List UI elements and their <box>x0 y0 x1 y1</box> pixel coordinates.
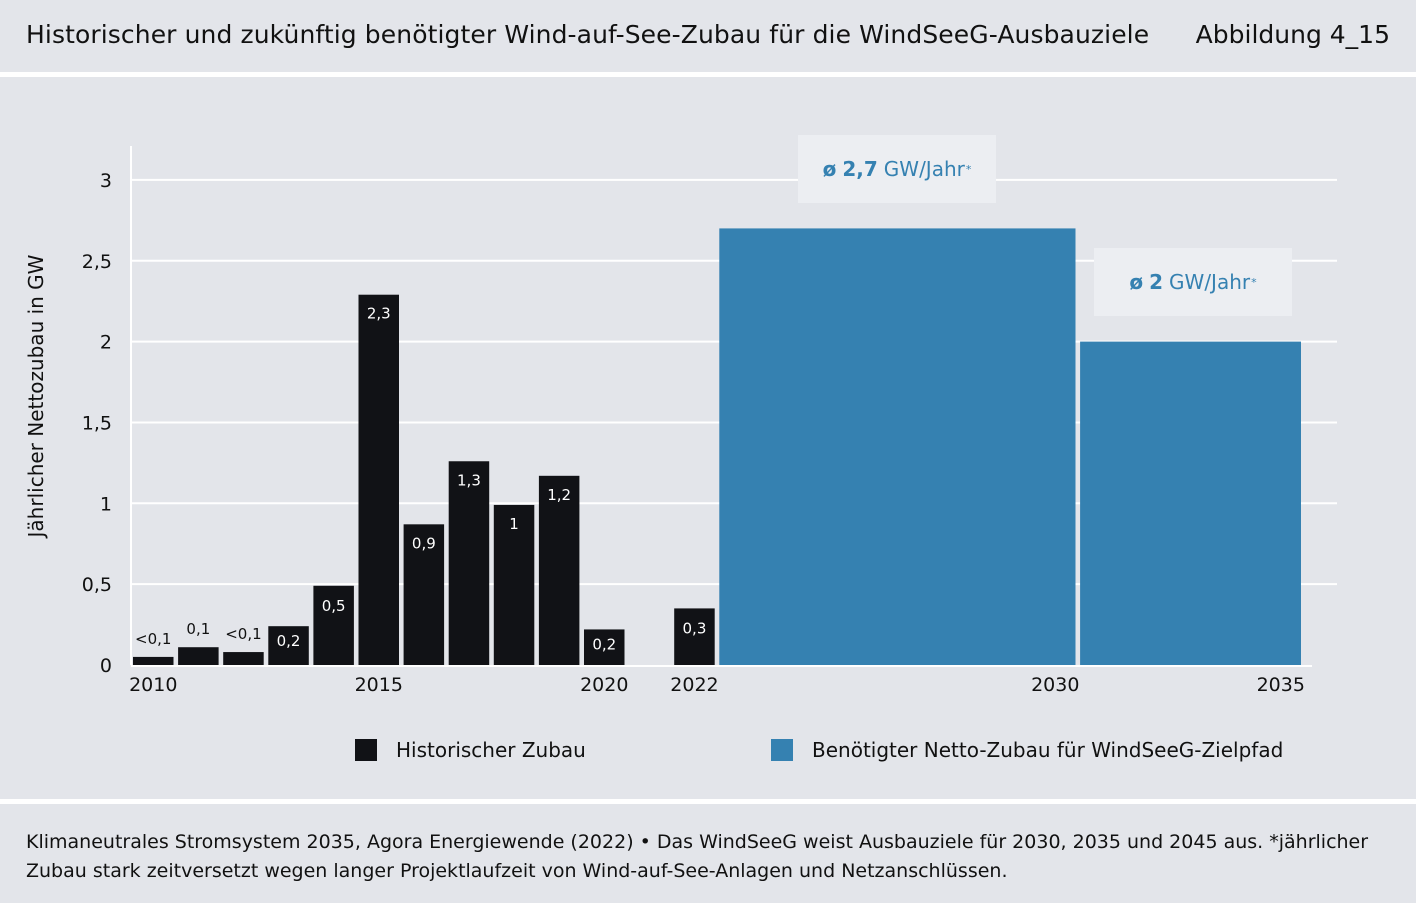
data-label-2020: 0,2 <box>592 635 616 653</box>
annotation-value: 2,7 <box>842 157 878 181</box>
legend-item-historical: Historischer Zubau <box>355 738 586 762</box>
y-tick-label: 0,5 <box>82 574 112 596</box>
data-label-2022: 0,3 <box>683 619 707 637</box>
bar-historical-2013 <box>268 626 309 665</box>
annotation-unit: GW/Jahr <box>1169 270 1251 294</box>
x-tick-label: 2022 <box>670 674 718 696</box>
bar-historical-2010 <box>133 656 174 665</box>
y-tick-label: 2,5 <box>82 251 112 273</box>
x-tick-label: 2030 <box>1031 674 1079 696</box>
y-tick-label: 1,5 <box>82 412 112 434</box>
legend-label-historical: Historischer Zubau <box>396 738 586 762</box>
data-label-2016: 0,9 <box>412 534 436 552</box>
data-label-2018: 1 <box>509 515 519 533</box>
data-labels: <0,1 0,1 <0,1 0,2 0,5 2,3 0,9 1,3 1 1,2 0,2 0,3 <box>135 305 706 654</box>
annotation-mark: * <box>1251 275 1257 289</box>
data-label-2012: <0,1 <box>225 625 261 643</box>
bar-historical-2017 <box>448 461 490 665</box>
figure-number: Abbildung 4_15 <box>1195 20 1390 49</box>
bar-historical-2016 <box>403 524 445 665</box>
bar-historical-2014 <box>313 585 354 665</box>
divider-top <box>0 72 1416 77</box>
legend-swatch-historical <box>355 739 377 761</box>
y-tick-label: 3 <box>100 170 112 192</box>
x-tick-label: 2020 <box>580 674 628 696</box>
bars <box>133 228 1301 665</box>
y-tick-label: 1 <box>100 493 112 515</box>
data-label-2014: 0,5 <box>322 597 346 615</box>
axes: 0 0,5 1 1,5 2 2,5 3 Jährlicher Nettozubau in GW… <box>24 146 1312 696</box>
annotation-value: 2 <box>1149 270 1164 294</box>
legend-label-target: Benötigter Netto-Zubau für WindSeeG-Ziel… <box>812 738 1284 762</box>
legend-item-target: Benötigter Netto-Zubau für WindSeeG-Ziel… <box>771 738 1283 762</box>
page-title: Historischer und zukünftig benötigter Wi… <box>26 20 1150 49</box>
data-label-2019: 1,2 <box>547 486 571 504</box>
bar-target-2023-2030 <box>719 228 1076 665</box>
bar-historical-2018 <box>493 504 535 665</box>
y-tick-label: 0 <box>100 655 112 677</box>
bar-target-2031-2035 <box>1080 341 1301 665</box>
y-tick-label: 2 <box>100 332 112 354</box>
bar-historical-2019 <box>538 475 580 665</box>
annotation-unit: GW/Jahr <box>883 157 965 181</box>
target-annotation-2030: ø 2,7 GW/Jahr * <box>798 135 996 203</box>
annotation-prefix: ø <box>822 157 837 181</box>
bar-historical-2020 <box>584 629 625 665</box>
x-tick-label: 2015 <box>355 674 403 696</box>
bar-historical-2015 <box>358 294 399 665</box>
x-tick-label: 2035 <box>1257 674 1305 696</box>
bar-historical-2011 <box>178 647 219 665</box>
annotation-mark: * <box>965 162 972 176</box>
annotation-prefix: ø <box>1129 270 1144 294</box>
bar-historical-2012 <box>223 652 264 665</box>
data-label-2017: 1,3 <box>457 471 481 489</box>
legend-swatch-target <box>771 739 793 761</box>
target-annotation-2035: ø 2 GW/Jahr * <box>1094 248 1292 316</box>
data-label-2013: 0,2 <box>277 632 301 650</box>
bar-historical-2022 <box>674 608 715 665</box>
x-tick-label: 2010 <box>129 674 177 696</box>
data-label-2010: <0,1 <box>135 630 171 648</box>
data-label-2011: 0,1 <box>186 620 210 638</box>
header: Historischer und zukünftig benötigter Wi… <box>0 0 1416 72</box>
data-label-2015: 2,3 <box>367 305 391 323</box>
source-note: Klimaneutrales Stromsystem 2035, Agora E… <box>26 831 1369 882</box>
y-axis-label: Jährlicher Nettozubau in GW <box>24 254 48 539</box>
divider-bottom <box>0 799 1416 804</box>
